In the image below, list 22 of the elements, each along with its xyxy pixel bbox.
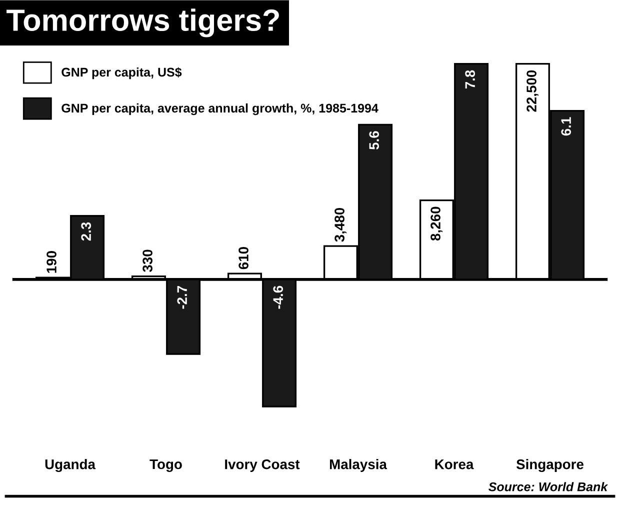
data-label: 2.3 xyxy=(81,222,92,241)
chart-title: Tomorrows tigers? xyxy=(6,8,279,38)
data-label: 8,260 xyxy=(430,206,442,241)
data-label: 3,480 xyxy=(334,208,346,242)
data-label: 7.8 xyxy=(465,70,476,88)
data-label: -2.7 xyxy=(177,286,187,309)
x-tick-label: Korea xyxy=(435,460,474,470)
x-tick-label: Singapore xyxy=(516,459,584,472)
x-tick-label: Togo xyxy=(150,459,182,472)
data-label: 6.1 xyxy=(561,117,572,136)
data-label: 330 xyxy=(142,250,152,272)
x-tick-label: Ivory Coast xyxy=(225,459,300,472)
x-tick-label: Uganda xyxy=(45,459,96,472)
data-label: 610 xyxy=(238,247,248,270)
data-label: 22,500 xyxy=(526,70,538,112)
data-label: 190 xyxy=(46,251,56,273)
source-note: Source: World Bank xyxy=(488,482,608,492)
legend-label: GNP per capita, US$ xyxy=(62,67,182,80)
x-tick-label: Malaysia xyxy=(330,459,388,472)
data-label: -4.6 xyxy=(273,286,284,309)
legend-label: GNP per capita, average annual growth, %, 1985-1994 xyxy=(62,103,378,116)
data-label: 5.6 xyxy=(369,131,380,150)
